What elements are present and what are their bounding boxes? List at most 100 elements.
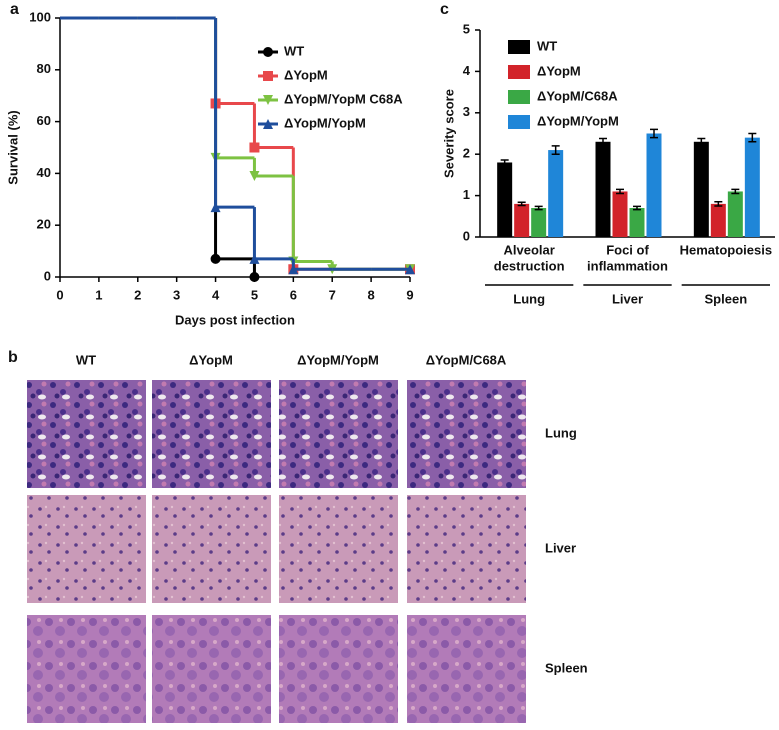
micrograph (27, 495, 146, 603)
legend-swatch (508, 65, 530, 79)
legend-label: ΔYopM/C68A (537, 88, 618, 103)
y-tick-label: 60 (37, 113, 51, 128)
group-label: Lung (513, 291, 545, 306)
marker (249, 253, 260, 264)
bar (629, 208, 645, 237)
x-tick-label: 6 (290, 287, 297, 302)
legend-label: ΔYopM/YopM C68A (284, 91, 403, 106)
x-tick-label: 3 (173, 287, 180, 302)
panel-label: c (440, 1, 449, 18)
bar (727, 191, 743, 237)
micrograph (27, 615, 146, 723)
y-tick-label: 2 (463, 146, 470, 161)
group-label: Spleen (705, 291, 748, 306)
error-bar (633, 205, 641, 211)
bar (595, 141, 611, 237)
marker (288, 264, 299, 275)
column-label: ΔYopM/C68A (426, 352, 507, 367)
legend-swatch (508, 90, 530, 104)
row-label: Spleen (545, 660, 588, 675)
bar (646, 133, 662, 237)
error-bar (650, 128, 658, 139)
bar (548, 150, 564, 237)
marker (263, 95, 273, 105)
legend-label: WT (284, 43, 304, 58)
micrograph (407, 495, 526, 603)
marker (263, 119, 273, 129)
error-bar (517, 201, 526, 207)
legend-swatch (508, 115, 530, 129)
x-tick-label: 9 (406, 287, 413, 302)
micrograph (279, 380, 398, 488)
x-tick-label: 7 (329, 287, 336, 302)
error-bar (599, 137, 607, 146)
y-tick-label: 5 (463, 21, 470, 36)
error-bar (534, 205, 543, 211)
bar (514, 203, 530, 237)
marker (405, 264, 415, 275)
x-tick-label: 5 (251, 287, 258, 302)
bar (531, 208, 547, 237)
y-tick-label: 4 (463, 63, 471, 78)
legend-label: WT (537, 38, 557, 53)
row-label: Liver (545, 540, 576, 555)
bar (497, 162, 513, 237)
x-tick-label: Alveolar (504, 242, 555, 257)
marker (249, 272, 260, 282)
micrograph (407, 380, 526, 488)
x-tick-label: Foci of (606, 242, 649, 257)
histology-panel: b WT ΔYopM ΔYopM/YopM ΔYopM/C68A Lung Liver Spl… (8, 349, 588, 723)
x-tick-label: 0 (56, 287, 63, 302)
y-axis-title: Survival (%) (5, 110, 20, 184)
bar (693, 141, 709, 237)
micrograph (27, 380, 146, 488)
marker (249, 170, 260, 181)
series: ΔYopM/YopM C68A (60, 16, 415, 275)
micrograph (279, 615, 398, 723)
bar (744, 137, 760, 237)
panel-label: b (8, 349, 18, 366)
error-bar (714, 201, 723, 207)
marker (210, 253, 221, 264)
x-tick-label: destruction (494, 258, 565, 273)
micrograph (279, 495, 398, 603)
x-tick-label: 8 (367, 287, 374, 302)
legend-label: ΔYopM (537, 63, 581, 78)
error-bar (697, 137, 706, 146)
micrograph (152, 380, 271, 488)
x-tick-label: 2 (134, 287, 141, 302)
error-bar (500, 159, 509, 166)
marker (263, 47, 273, 57)
column-label: ΔYopM/YopM (297, 352, 379, 367)
legend-label: ΔYopM/YopM (284, 115, 366, 130)
severity-chart: c 0 1 2 3 4 5 Severity score Alveolardestruction… (440, 1, 775, 306)
legend-swatch (508, 40, 530, 54)
panel-label: a (10, 1, 19, 18)
x-tick-label: Hematopoiesis (680, 242, 772, 257)
x-tick-label: 4 (212, 287, 220, 302)
series: ΔYopM/YopM (60, 16, 415, 275)
y-tick-label: 40 (37, 165, 51, 180)
error-bar (748, 132, 757, 143)
error-bar (731, 188, 740, 195)
legend-label: ΔYopM/YopM (537, 113, 619, 128)
y-tick-label: 80 (37, 61, 51, 76)
y-tick-label: 0 (44, 268, 51, 283)
error-bar (616, 188, 624, 195)
series: WT (60, 16, 304, 282)
y-tick-label: 0 (463, 228, 470, 243)
bar (710, 203, 726, 237)
row-label: Lung (545, 425, 577, 440)
bar (612, 191, 628, 237)
x-tick-label: inflammation (587, 258, 668, 273)
group-label: Liver (612, 291, 643, 306)
legend-label: ΔYopM (284, 67, 328, 82)
x-tick-label: 1 (95, 287, 102, 302)
y-tick-label: 20 (37, 217, 51, 232)
error-bar (551, 145, 560, 155)
y-tick-label: 100 (29, 9, 51, 24)
micrograph (152, 615, 271, 723)
y-tick-label: 3 (463, 104, 470, 119)
y-axis-title: Severity score (441, 89, 456, 178)
